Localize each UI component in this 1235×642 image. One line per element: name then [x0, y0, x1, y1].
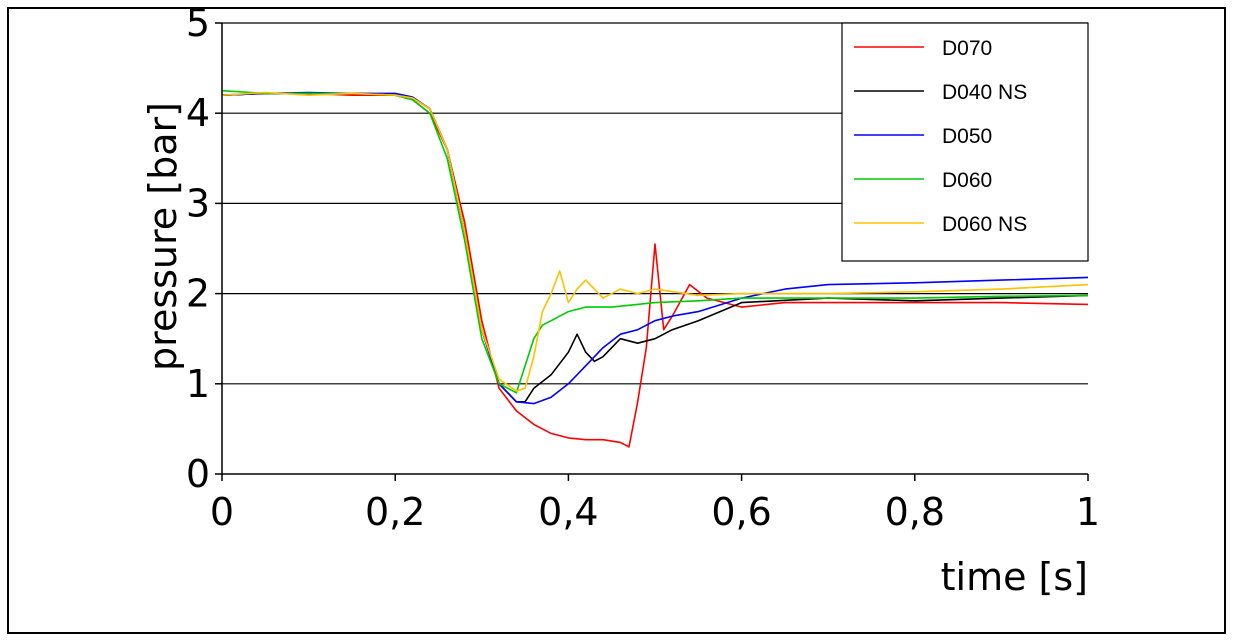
y-axis-label: pressure [bar] — [141, 102, 185, 371]
legend-box — [841, 22, 1089, 262]
x-tick-label: 0 — [210, 490, 234, 534]
axes — [215, 22, 1089, 481]
legend: D070 D040 NS D050 D060 D060 NS — [841, 22, 1089, 262]
y-tick-label: 4 — [186, 91, 210, 135]
x-tick-label: 0,6 — [711, 490, 771, 534]
x-tick-label: 0,8 — [885, 490, 945, 534]
y-tick-label: 1 — [186, 362, 210, 406]
legend-label: D050 — [942, 125, 992, 148]
y-tick-label: 0 — [186, 452, 210, 496]
legend-label: D060 — [942, 169, 992, 192]
x-tick-label: 0,4 — [538, 490, 598, 534]
series-lines — [221, 89, 1089, 448]
x-tick-label: 0,2 — [365, 490, 425, 534]
y-tick-label: 5 — [186, 1, 210, 45]
legend-label: D060 NS — [942, 213, 1027, 236]
legend-label: D040 NS — [942, 81, 1027, 104]
x-axis-label: time [s] — [941, 555, 1088, 599]
x-tick-label: 1 — [1076, 490, 1100, 534]
series-line-d060-ns — [221, 91, 1089, 392]
tick-labels: 0 1 2 3 4 5 0 0,2 0,4 0,6 0,8 1 — [186, 1, 1100, 534]
y-tick-label: 3 — [186, 181, 210, 225]
y-tick-label: 2 — [186, 272, 210, 316]
legend-label: D070 — [942, 37, 992, 60]
